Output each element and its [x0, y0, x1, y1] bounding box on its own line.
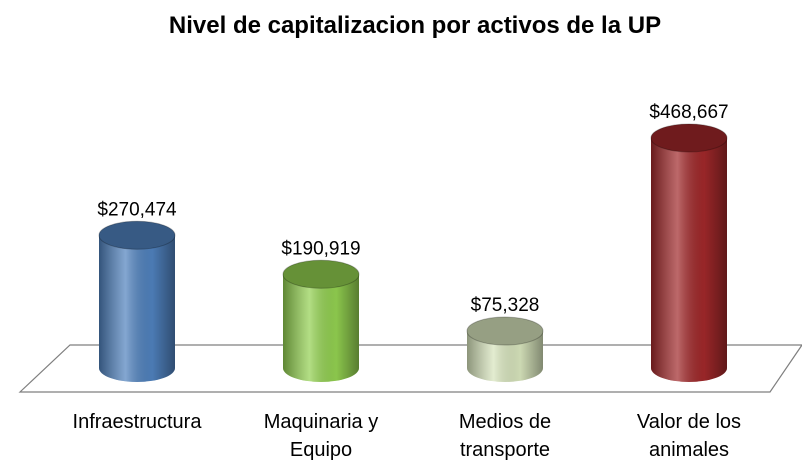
bar-shade	[651, 138, 727, 382]
value-label: $468,667	[649, 102, 728, 123]
x-tick-label: Infraestructura	[52, 408, 222, 436]
x-tick-label: Medios de transporte	[420, 408, 590, 464]
bar-top-shade	[283, 260, 359, 288]
bar-shade	[99, 235, 175, 382]
value-label: $75,328	[471, 295, 540, 316]
value-label: $190,919	[281, 238, 360, 259]
chart: $270,474 $190,919 $75,328 $468,667 Nivel de…	[0, 0, 802, 471]
plot: $270,474 $190,919 $75,328 $468,667	[0, 0, 802, 471]
value-label: $270,474	[97, 199, 177, 220]
x-tick-label: Valor de los animales	[604, 408, 774, 464]
bar-top-shade	[651, 124, 727, 152]
bar-shade	[283, 274, 359, 382]
bar-top-shade	[99, 221, 175, 249]
bar-top-shade	[467, 317, 543, 345]
x-tick-label: Maquinaria y Equipo	[236, 408, 406, 464]
chart-title: Nivel de capitalizacion por activos de l…	[0, 12, 802, 40]
